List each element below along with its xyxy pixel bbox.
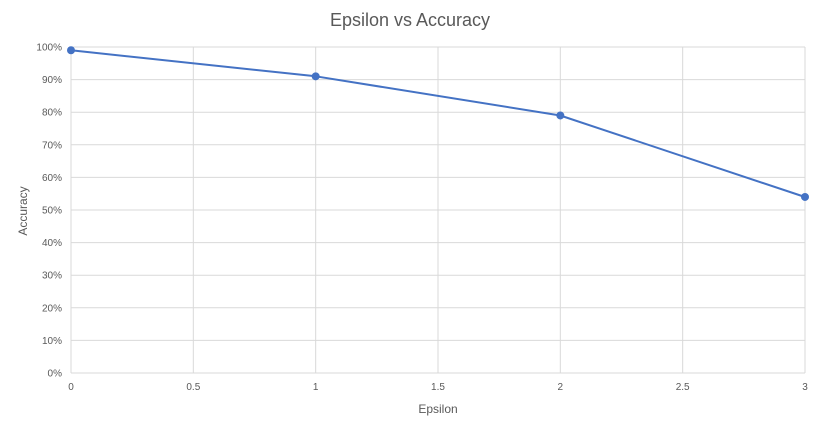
x-tick-label: 0.5 xyxy=(186,382,200,393)
y-tick-label: 20% xyxy=(42,303,62,314)
x-tick-label: 0 xyxy=(68,382,74,393)
data-point xyxy=(67,46,75,55)
data-point xyxy=(556,111,565,120)
x-tick-label: 1 xyxy=(313,382,319,393)
data-point xyxy=(311,72,320,81)
x-axis-label: Epsilon xyxy=(418,402,457,416)
data-point xyxy=(801,192,809,201)
y-tick-label: 40% xyxy=(42,238,62,249)
series-line xyxy=(70,49,806,198)
y-tick-label: 30% xyxy=(42,271,62,282)
y-axis-label: Accuracy xyxy=(16,186,30,235)
x-tick-label: 2 xyxy=(558,382,564,393)
y-tick-label: 70% xyxy=(42,140,62,151)
y-tick-label: 100% xyxy=(36,43,62,54)
gridlines xyxy=(70,46,806,374)
y-tick-label: 90% xyxy=(42,75,62,86)
x-tick-label: 2.5 xyxy=(676,382,690,393)
y-axis-ticks: 0% 10% 20% 30% 40% 50% 60% 70% 80% 90% 100% xyxy=(36,43,62,380)
x-axis-ticks: 0 0.5 1 1.5 2 2.5 3 xyxy=(68,382,808,393)
y-tick-label: 60% xyxy=(42,173,62,184)
y-tick-label: 10% xyxy=(42,336,62,347)
x-tick-label: 3 xyxy=(802,382,808,393)
y-tick-label: 50% xyxy=(42,206,62,217)
chart-title: Epsilon vs Accuracy xyxy=(330,10,490,30)
y-tick-label: 0% xyxy=(48,369,63,380)
series-group xyxy=(67,46,809,201)
x-tick-label: 1.5 xyxy=(431,382,445,393)
y-tick-label: 80% xyxy=(42,108,62,119)
